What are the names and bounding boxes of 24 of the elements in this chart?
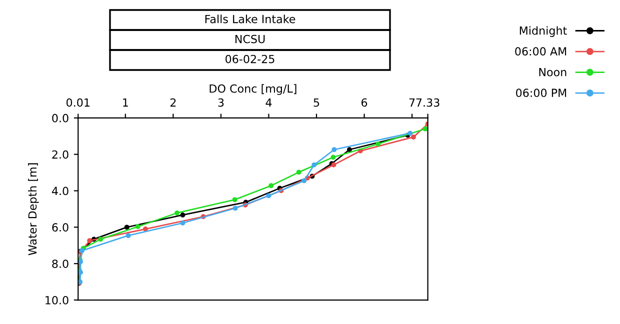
x-tick-label: 2 [170, 98, 176, 107]
chart-title: Falls Lake Intake [205, 14, 296, 24]
y-tick-label: 10.0 [46, 296, 68, 304]
y-tick-label: 2.0 [52, 150, 68, 159]
legend-label: 06:00 PM [516, 88, 566, 98]
y-tick-label: 6.0 [52, 223, 68, 232]
x-tick-label: 1 [123, 98, 128, 107]
x-tick-label: 6 [362, 98, 368, 107]
legend-label: Midnight [520, 26, 567, 37]
x-tick-label: 7 [409, 98, 415, 107]
x-axis-title: DO Conc [mg/L] [210, 84, 296, 95]
x-tick-label: 4 [266, 98, 272, 107]
y-tick-label: 8.0 [52, 260, 68, 268]
legend-label: Noon [539, 68, 566, 76]
y-tick-label: 4.0 [52, 186, 68, 196]
y-axis-title: Water Depth [m] [28, 163, 39, 256]
legend-label: 06:00 AM [515, 47, 566, 56]
y-tick-label: 0.0 [52, 114, 68, 122]
x-tick-label: 7.33 [416, 98, 440, 107]
x-tick-label: 0.01 [66, 98, 90, 107]
text: 06-02-25 [226, 54, 274, 64]
x-tick-label: 3 [218, 98, 224, 107]
chart-subtitle: NCSU [235, 34, 265, 44]
x-tick-label: 5 [314, 98, 320, 107]
